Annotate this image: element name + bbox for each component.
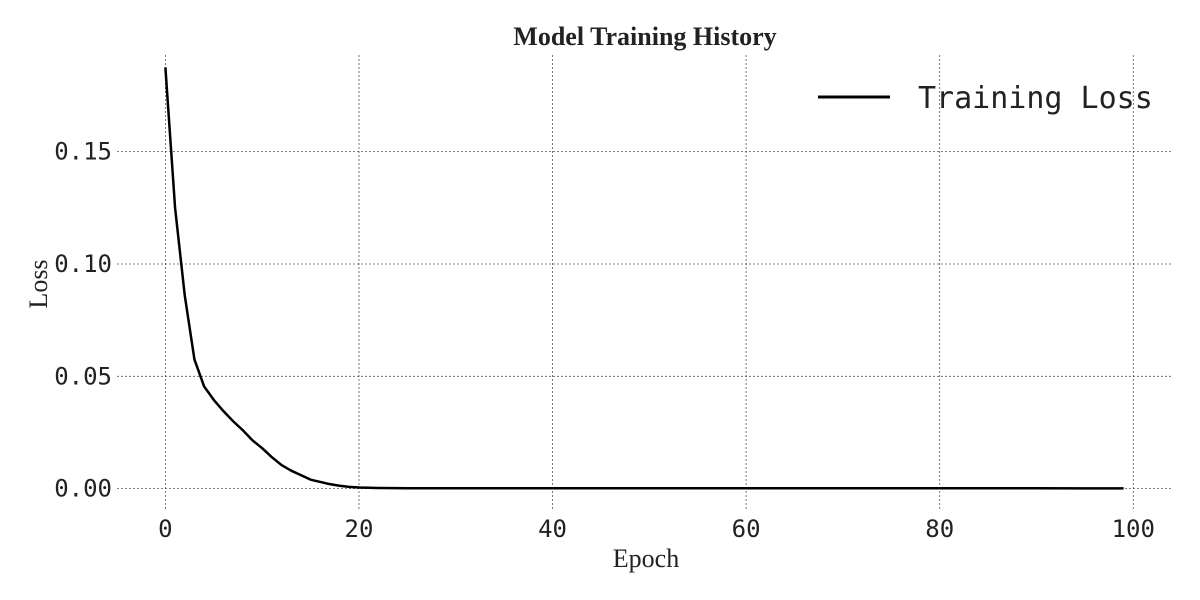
series-line-training-loss [164, 67, 1124, 490]
y-tick-label: 0.15 [54, 138, 112, 166]
grid-layer [117, 55, 1172, 510]
legend: Training Loss [818, 81, 1153, 116]
y-axis-label: Loss [24, 259, 53, 308]
x-tick-label: 40 [538, 515, 567, 543]
x-axis-label: Epoch [613, 544, 679, 573]
series-layer [164, 67, 1124, 490]
legend-label-training-loss: Training Loss [918, 81, 1153, 116]
tick-layer: 0 20 40 60 80 100 0.00 0.05 0.10 0.15 [54, 138, 1155, 543]
y-tick-label: 0.05 [54, 362, 112, 390]
x-tick-label: 20 [345, 515, 374, 543]
y-tick-label: 0.10 [54, 250, 112, 278]
x-tick-label: 0 [158, 515, 172, 543]
y-tick-label: 0.00 [54, 475, 112, 503]
x-tick-label: 80 [925, 515, 954, 543]
x-tick-label: 100 [1112, 515, 1155, 543]
chart-title: Model Training History [513, 22, 776, 51]
x-tick-label: 60 [732, 515, 761, 543]
